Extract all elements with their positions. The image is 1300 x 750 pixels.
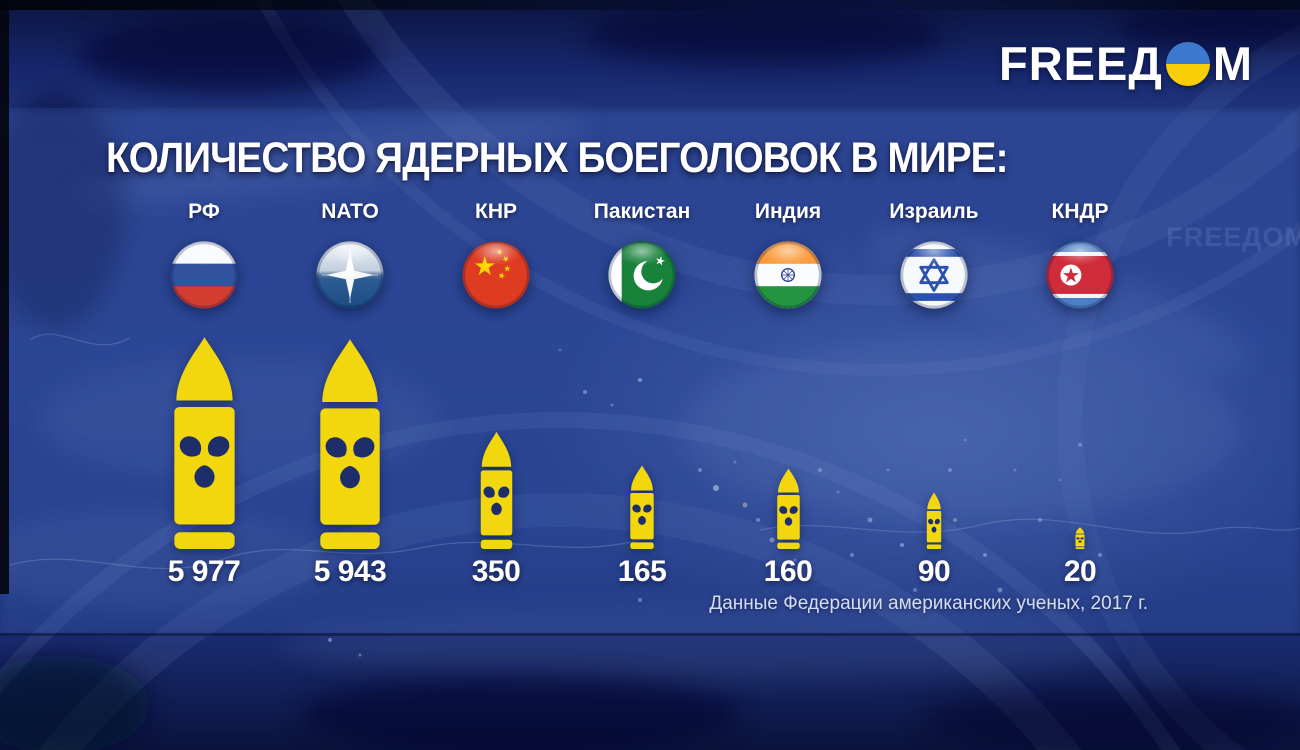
country-label: Пакистан — [593, 200, 691, 223]
ukraine-flag-circle-icon — [1165, 41, 1210, 86]
chart-columns: РФ 5 977 NATO — [131, 200, 1153, 589]
flag-china-icon — [461, 240, 531, 310]
country-label: КНДР — [1051, 200, 1109, 223]
country-label: КНР — [475, 200, 517, 223]
warhead-count: 90 — [917, 555, 951, 588]
column-north-korea: КНДР 20 — [1007, 200, 1153, 589]
flag-india-icon — [753, 240, 823, 310]
warhead-pictogram — [479, 310, 514, 549]
left-edge-bar — [0, 0, 9, 594]
column-nato: NATO 5 943 — [277, 200, 423, 589]
country-label: Индия — [754, 200, 822, 223]
warhead-pictogram — [1075, 310, 1085, 549]
warhead-pictogram — [926, 310, 942, 549]
chart-title: КОЛИЧЕСТВО ЯДЕРНЫХ БОЕГОЛОВОК В МИРЕ: — [106, 134, 1008, 182]
column-pakistan: Пакистан 165 — [569, 200, 715, 589]
country-label: РФ — [188, 200, 220, 223]
column-india: Индия 160 — [715, 200, 861, 589]
freedom-logo: FREEД М — [999, 36, 1253, 91]
country-label: Израиль — [889, 200, 979, 223]
column-israel: Израиль 90 — [861, 200, 1007, 589]
flag-nato-icon — [315, 240, 385, 310]
warhead-count: 20 — [1063, 555, 1097, 588]
logo-text-right: М — [1212, 37, 1253, 90]
warhead-count: 165 — [617, 555, 667, 588]
warhead-pictogram — [317, 310, 383, 549]
warhead-count: 5 977 — [167, 555, 241, 588]
warhead-count: 5 943 — [313, 555, 387, 588]
country-label: NATO — [321, 200, 379, 223]
flag-north-korea-icon — [1045, 240, 1115, 310]
data-source-note: Данные Федерации американских ученых, 20… — [709, 593, 1148, 614]
warhead-count: 160 — [763, 555, 813, 588]
column-russia: РФ 5 977 — [131, 200, 277, 589]
logo-watermark: FREEДOM — [1166, 222, 1300, 252]
flag-pakistan-icon — [607, 240, 677, 310]
warhead-pictogram — [776, 310, 801, 549]
flag-russia-icon — [169, 240, 239, 310]
warhead-pictogram — [171, 310, 238, 549]
warhead-count: 350 — [471, 555, 521, 588]
logo-text-left: FREEД — [999, 37, 1163, 90]
top-edge-bar — [0, 0, 1300, 10]
column-china: КНР 350 — [423, 200, 569, 589]
warhead-pictogram — [629, 310, 655, 549]
flag-israel-icon — [899, 240, 969, 310]
